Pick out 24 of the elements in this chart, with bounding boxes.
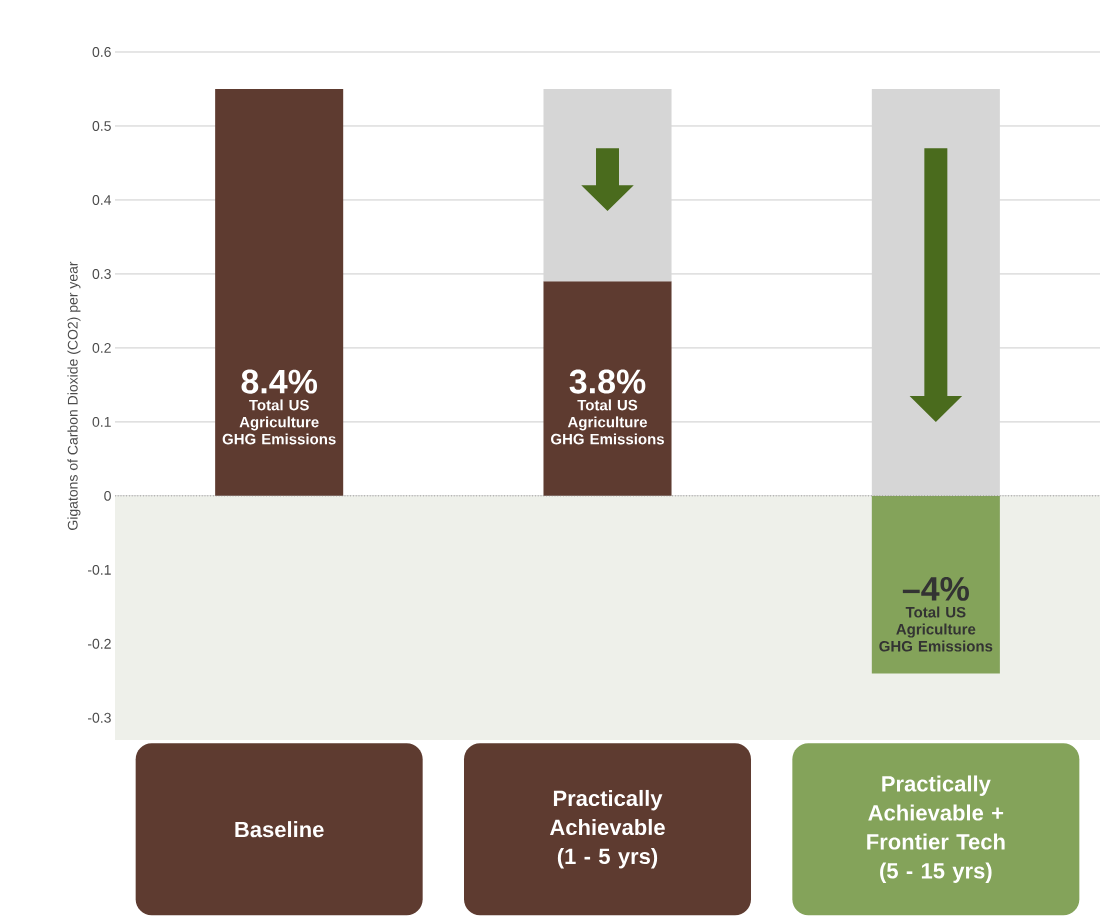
y-tick-label: 0.6 [92, 47, 111, 57]
y-tick-label: 0 [104, 490, 111, 501]
y-axis-title: Gigatons of Carbon Dioxide (CO2) per year [67, 261, 81, 530]
y-tick-label: 0.1 [92, 416, 111, 427]
annotation: –4% [902, 576, 969, 601]
x-tick-label: Practically Achievable (1 - 5 yrs) [549, 789, 665, 869]
y-tick-label: 0.5 [92, 121, 111, 131]
x-tick-label: Practically Achievable + Frontier Tech (5 - 15 yrs) [867, 775, 1005, 883]
annotation: Total US Agriculture GHG Emissions [222, 399, 336, 445]
bar [543, 88, 672, 282]
x-tick-label: Baseline [235, 821, 324, 838]
y-tick-label: 0.4 [92, 194, 112, 205]
y-tick-label: -0.3 [87, 712, 111, 723]
y-tick-label: -0.1 [87, 564, 111, 575]
bar [543, 281, 672, 496]
y-tick-label: -0.2 [87, 638, 111, 649]
annotation: 8.4% [241, 369, 318, 394]
y-tick-label: 0.2 [92, 342, 111, 353]
annotation: Total US Agriculture GHG Emissions [551, 399, 664, 445]
annotation: Total US Agriculture GHG Emissions [879, 606, 993, 652]
y-tick-label: 0.3 [92, 268, 111, 279]
bar [871, 495, 1000, 674]
annotation: 3.8% [569, 369, 646, 394]
bar [215, 88, 344, 496]
